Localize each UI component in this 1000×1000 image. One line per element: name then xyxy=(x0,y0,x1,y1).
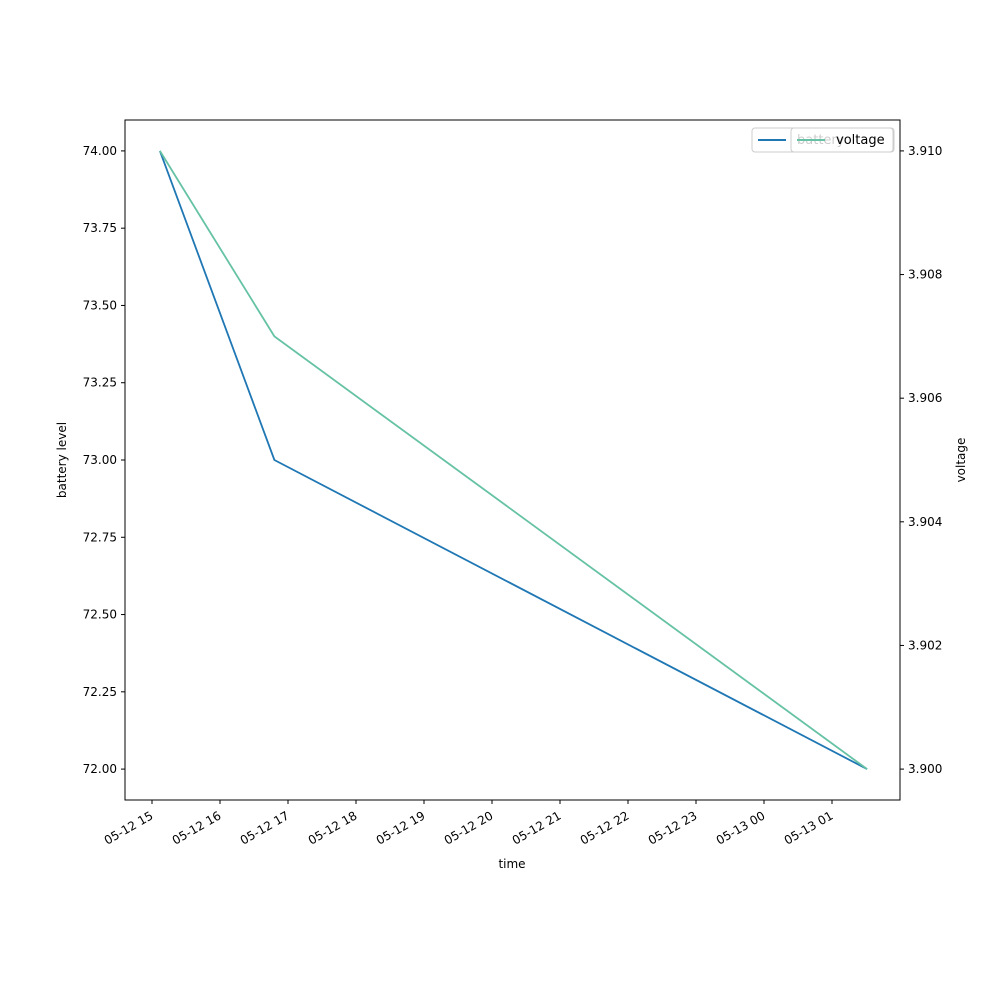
x-tick-label: 05-12 23 xyxy=(646,808,700,847)
x-axis-title: time xyxy=(498,857,525,871)
y-left-tick-label: 72.50 xyxy=(83,608,117,622)
y-left-tick-label: 73.75 xyxy=(83,221,117,235)
y-left-tick-label: 72.25 xyxy=(83,685,117,699)
x-axis: 05-12 15 05-12 16 05-12 17 05-12 18 05-12 19… xyxy=(102,800,836,848)
plot-area-frame xyxy=(124,119,901,801)
x-tick-label: 05-12 16 xyxy=(170,808,224,847)
x-tick-label: 05-12 21 xyxy=(510,808,564,847)
y-right-tick-label: 3.910 xyxy=(908,144,942,158)
y-right-tick-label: 3.908 xyxy=(908,268,942,282)
x-tick-label: 05-12 20 xyxy=(442,808,496,847)
y-axis-right-title: voltage xyxy=(954,438,968,483)
y-right-tick-label: 3.906 xyxy=(908,391,942,405)
x-tick-label: 05-12 18 xyxy=(306,808,360,847)
x-tick-label: 05-12 17 xyxy=(238,808,292,847)
x-tick-label: 05-12 19 xyxy=(374,808,428,847)
y-left-tick-label: 72.75 xyxy=(83,530,117,544)
legend-voltage: voltage xyxy=(790,127,894,153)
x-tick-label: 05-12 22 xyxy=(578,808,632,847)
series-line-voltage xyxy=(159,150,868,770)
series-line-battery xyxy=(159,150,868,770)
y-left-tick-label: 73.00 xyxy=(83,453,117,467)
y-right-tick-label: 3.902 xyxy=(908,638,942,652)
y-axis-right: 3.900 3.902 3.904 3.906 3.908 3.910 xyxy=(900,144,942,776)
y-left-tick-label: 73.50 xyxy=(83,298,117,312)
x-tick-label: 05-13 01 xyxy=(782,808,836,847)
legend-label-voltage: voltage xyxy=(836,133,885,148)
y-axis-left: 72.00 72.25 72.50 72.75 73.00 73.25 73.50 73.75… xyxy=(83,144,125,776)
y-right-tick-label: 3.904 xyxy=(908,515,942,529)
y-right-tick-label: 3.900 xyxy=(908,762,942,776)
y-left-tick-label: 74.00 xyxy=(83,144,117,158)
y-left-tick-label: 72.00 xyxy=(83,762,117,776)
x-tick-label: 05-12 15 xyxy=(102,808,156,847)
x-tick-label: 05-13 00 xyxy=(714,808,768,847)
y-axis-left-title: battery level xyxy=(55,422,69,498)
legend-box-voltage xyxy=(790,127,894,153)
series-layer xyxy=(159,150,868,770)
y-left-tick-label: 73.25 xyxy=(83,376,117,390)
